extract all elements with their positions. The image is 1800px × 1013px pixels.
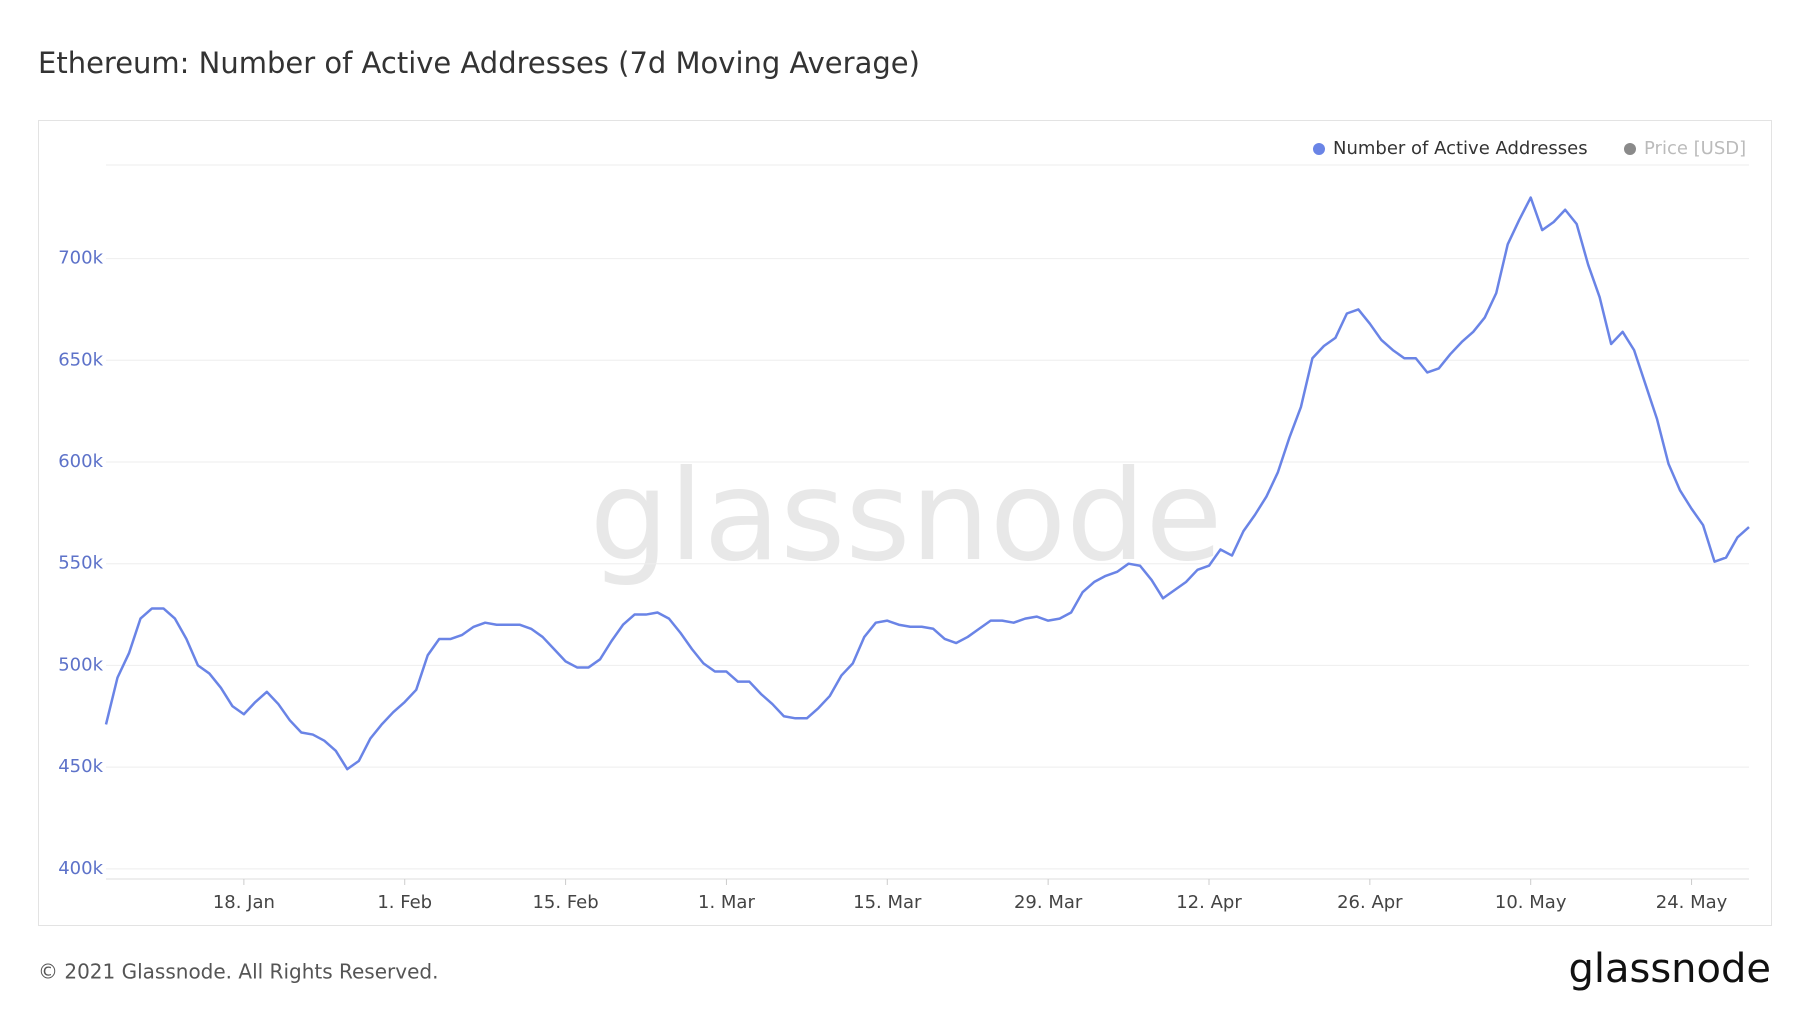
data-line [104, 196, 1750, 771]
x-tick-label: 12. Apr [1176, 892, 1242, 913]
x-tick-label: 10. May [1495, 892, 1567, 913]
legend-dot [1313, 143, 1325, 155]
x-tick-label: 15. Mar [853, 892, 922, 913]
legend-label: Number of Active Addresses [1333, 138, 1588, 159]
copyright: © 2021 Glassnode. All Rights Reserved. [38, 960, 438, 984]
x-tick-label: 29. Mar [1014, 892, 1083, 913]
chart-frame [38, 120, 1772, 926]
x-tick-label: 24. May [1656, 892, 1728, 913]
logo: glassnode [1568, 946, 1771, 992]
legend-dot [1624, 143, 1636, 155]
y-tick-label: 500k [58, 654, 103, 675]
y-tick-label: 450k [58, 756, 103, 777]
watermark: glassnode [590, 444, 1223, 589]
x-tick-label: 26. Apr [1337, 892, 1403, 913]
y-tick-label: 600k [58, 451, 103, 472]
y-tick-label: 700k [58, 248, 103, 269]
y-tick-label: 550k [58, 553, 103, 574]
x-tick-label: 15. Feb [532, 892, 598, 913]
legend-label: Price [USD] [1644, 138, 1746, 159]
x-tick-label: 1. Feb [377, 892, 432, 913]
chart-title: Ethereum: Number of Active Addresses (7d… [38, 46, 920, 80]
x-tick-label: 18. Jan [213, 892, 275, 913]
y-tick-label: 650k [58, 349, 103, 370]
x-tick-label: 1. Mar [698, 892, 755, 913]
y-tick-label: 400k [58, 858, 103, 879]
